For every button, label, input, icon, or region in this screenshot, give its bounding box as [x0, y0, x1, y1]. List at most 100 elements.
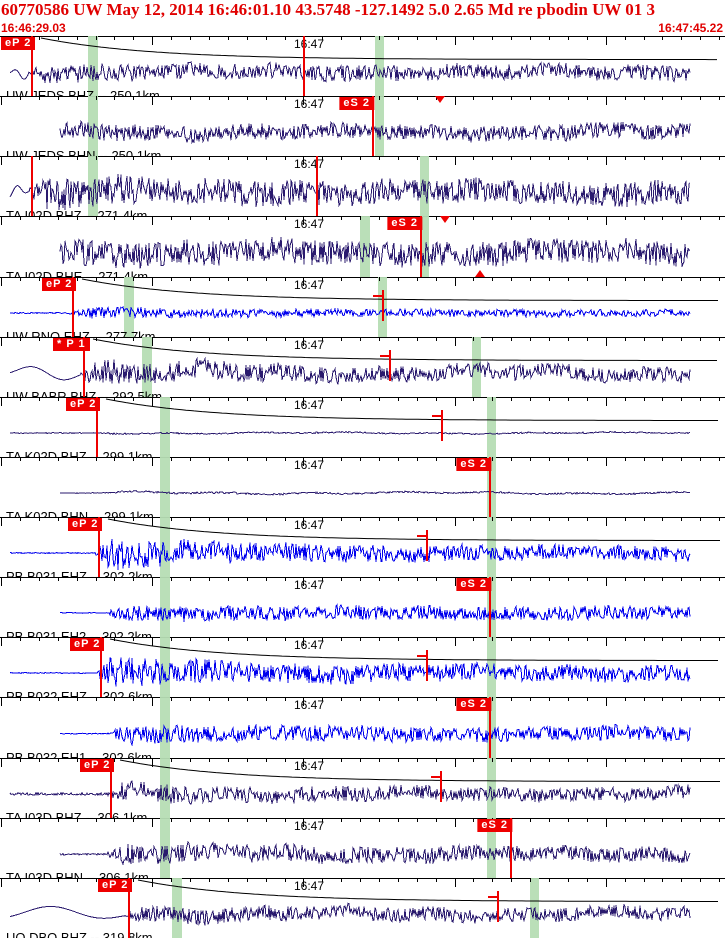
trace-stack[interactable]: eP 2 16:47 UW JEDS BHZ -- 250.1km eS 2 16:47…	[0, 36, 725, 938]
pick-line[interactable]	[489, 577, 491, 637]
pick-label[interactable]: eS 2	[387, 217, 422, 230]
trace-plot-area[interactable]	[0, 818, 725, 878]
pick-line[interactable]	[372, 96, 374, 156]
header-bar: 60770586 UW May 12, 2014 16:46:01.10 43.…	[0, 0, 725, 36]
trace-row[interactable]: eS 2 16:47 PB B031 EH2 -- 302.2km	[0, 577, 725, 637]
pick-label[interactable]: * P 1	[53, 338, 90, 351]
trace-plot-area[interactable]	[0, 96, 725, 156]
highlight-band	[88, 96, 98, 156]
pick-marker-bar[interactable]	[426, 537, 428, 562]
pick-line[interactable]	[303, 36, 305, 96]
pick-line[interactable]	[31, 36, 33, 96]
trace-row[interactable]: eS 2 16:47 TA K02D BHN -- 299.1km	[0, 457, 725, 517]
pick-line[interactable]	[489, 697, 491, 758]
channel-label: TA I02D BHZ -- 271.4km	[6, 208, 148, 216]
time-tick-label: 16:47	[294, 338, 325, 352]
trace-row[interactable]: eS 2 16:47 UW JEDS BHN -- 250.1km	[0, 96, 725, 156]
pick-label[interactable]: eP 2	[70, 638, 105, 651]
waveform	[59, 840, 691, 866]
pick-label[interactable]: eS 2	[339, 97, 374, 110]
time-tick-label: 16:47	[294, 879, 325, 893]
pick-label[interactable]: eP 2	[1, 37, 36, 50]
waveform	[59, 489, 691, 496]
trace-row[interactable]: eS 2 16:47 PB B032 EH1 -- 302.6km	[0, 697, 725, 758]
time-tick-label: 16:47	[294, 157, 325, 171]
trace-plot-area[interactable]	[0, 697, 725, 758]
waveform	[9, 61, 691, 84]
trace-plot-area[interactable]	[0, 36, 725, 96]
amplitude-marker-up-icon	[475, 270, 485, 277]
trace-row[interactable]: eP 2 16:47 TA K02D BHZ -- 299.1km	[0, 397, 725, 457]
channel-label: UO DBO BHZ -- 319.8km	[6, 930, 153, 938]
trace-plot-area[interactable]	[0, 637, 725, 697]
waveform	[59, 723, 691, 747]
trace-row[interactable]: eP 2 16:47 PB B032 EHZ -- 302.6km	[0, 637, 725, 697]
trace-plot-area[interactable]	[0, 337, 725, 397]
pick-marker-bar[interactable]	[440, 778, 442, 803]
pick-line[interactable]	[96, 397, 98, 457]
highlight-band	[172, 878, 182, 938]
highlight-band	[487, 697, 496, 758]
pick-label[interactable]: eP 2	[68, 518, 103, 531]
trace-row[interactable]: eS 2 16:47 TA I03D BHN -- 306.1km	[0, 818, 725, 878]
highlight-band	[375, 36, 384, 96]
pick-line[interactable]	[31, 156, 33, 216]
pick-label[interactable]: eS 2	[456, 578, 491, 591]
waveform	[59, 236, 691, 269]
trace-row[interactable]: 16:47 TA I02D BHZ -- 271.4km	[0, 156, 725, 216]
pick-label[interactable]: eS 2	[456, 698, 491, 711]
highlight-band	[472, 337, 481, 397]
pick-label[interactable]: eS 2	[456, 458, 491, 471]
trace-row[interactable]: eP 2 16:47 TA I03D BHZ -- 306.1km	[0, 758, 725, 818]
trace-plot-area[interactable]	[0, 277, 725, 337]
event-header-title: 60770586 UW May 12, 2014 16:46:01.10 43.…	[1, 0, 656, 19]
pick-marker-bar[interactable]	[389, 357, 391, 382]
trace-row[interactable]: eP 2 16:47 PB B031 EHZ -- 302.2km	[0, 517, 725, 577]
time-tick-label: 16:47	[294, 518, 325, 532]
trace-plot-area[interactable]	[0, 878, 725, 938]
channel-label: PB B032 EH1 -- 302.6km	[6, 750, 152, 758]
highlight-band	[88, 156, 98, 216]
pick-marker-bar[interactable]	[497, 898, 499, 923]
pick-label[interactable]: eS 2	[477, 819, 512, 832]
pick-line[interactable]	[83, 337, 85, 397]
pick-label[interactable]: eP 2	[66, 398, 101, 411]
trace-plot-area[interactable]	[0, 577, 725, 637]
pick-label[interactable]: eP 2	[80, 759, 115, 772]
trace-plot-area[interactable]	[0, 517, 725, 577]
channel-label: UW RNO EHZ -- 277.7km	[6, 329, 156, 337]
pick-marker-bar[interactable]	[426, 657, 428, 682]
pick-marker-bar[interactable]	[382, 297, 384, 322]
amplitude-marker-down-icon	[440, 216, 450, 223]
channel-label: TA I02D BHE -- 271.4km	[6, 269, 149, 277]
pick-line[interactable]	[98, 517, 100, 577]
waveform	[9, 780, 691, 805]
trace-plot-area[interactable]	[0, 397, 725, 457]
trace-row[interactable]: eP 2 16:47 UW JEDS BHZ -- 250.1km	[0, 36, 725, 96]
pick-line[interactable]	[110, 758, 112, 818]
pick-line[interactable]	[100, 637, 102, 697]
pick-line[interactable]	[510, 818, 512, 878]
highlight-band	[360, 216, 370, 277]
channel-label: UW JEDS BHZ -- 250.1km	[6, 88, 160, 96]
trace-plot-area[interactable]	[0, 156, 725, 216]
pick-marker-bar[interactable]	[441, 417, 443, 442]
trace-row[interactable]: eP 2 16:47 UO DBO BHZ -- 319.8km	[0, 878, 725, 938]
pick-line[interactable]	[489, 457, 491, 517]
pick-line[interactable]	[128, 878, 130, 938]
pick-label[interactable]: eP 2	[42, 278, 77, 291]
waveform	[9, 902, 691, 926]
highlight-band	[160, 577, 170, 637]
pick-label[interactable]: eP 2	[98, 879, 133, 892]
pick-line[interactable]	[72, 277, 74, 337]
highlight-band	[487, 397, 496, 457]
waveform	[9, 173, 691, 211]
trace-plot-area[interactable]	[0, 457, 725, 517]
highlight-band	[420, 216, 429, 277]
trace-plot-area[interactable]	[0, 758, 725, 818]
trace-row[interactable]: eP 2 16:47 UW RNO EHZ -- 277.7km	[0, 277, 725, 337]
pick-line[interactable]	[420, 216, 422, 277]
trace-row[interactable]: eS 2 16:47 TA I02D BHE -- 271.4km	[0, 216, 725, 277]
pick-line[interactable]	[316, 156, 318, 216]
